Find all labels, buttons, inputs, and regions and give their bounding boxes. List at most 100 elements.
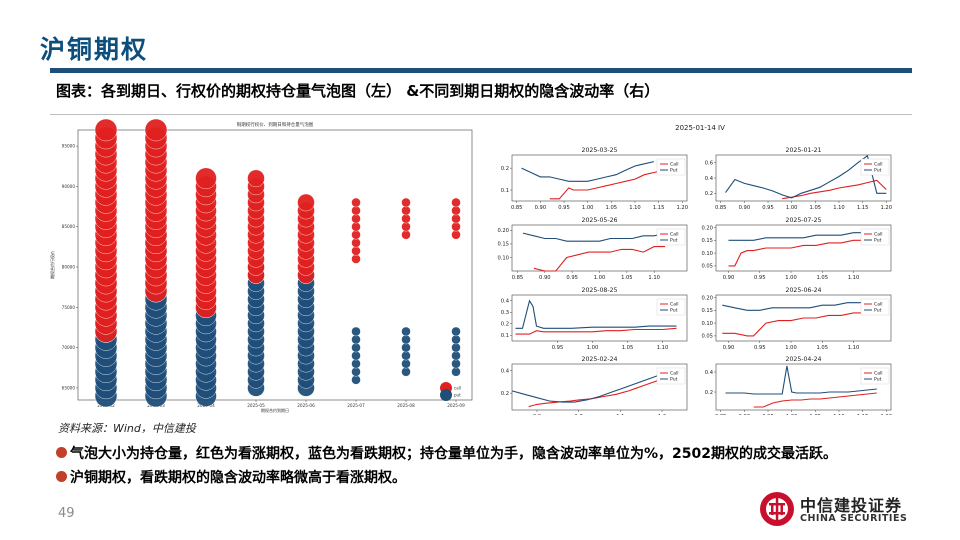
put-bubble (401, 334, 411, 345)
call-bubble (401, 213, 411, 224)
subplot-title: 2025-01-21 (786, 147, 822, 154)
legend-label: Put (874, 308, 882, 314)
put-iv-line (521, 161, 655, 182)
call-bubble (401, 230, 411, 240)
legend-box (656, 158, 686, 176)
x-tick-label: 0.95 (552, 345, 564, 351)
x-tick-label: 1.10 (848, 345, 860, 351)
y-tick-label: 90000 (62, 184, 76, 189)
subplot-title: 2025-06-24 (786, 287, 822, 294)
figure-caption: 图表：各到期日、行权价的期权持仓量气泡图（左） &不同到期日期权的隐含波动率（右… (56, 82, 660, 100)
x-tick-label: 0.95 (566, 275, 578, 281)
y-tick-label: 0.4 (501, 369, 510, 375)
x-tick-label: 0.85 (511, 205, 523, 211)
y-tick-label: 0.15 (497, 242, 509, 248)
call-iv-line (753, 392, 877, 408)
legend-box (656, 298, 686, 316)
call-iv-line (782, 179, 887, 200)
legend-label: Put (670, 308, 678, 314)
call-iv-line (722, 309, 879, 337)
x-tick-label: 0.90 (723, 275, 735, 281)
y-tick-label: 0.2 (501, 322, 509, 328)
bubble-chart-title: 铜期权行权价、到期日和持仓量气泡图 (237, 121, 314, 128)
legend-box (860, 228, 890, 246)
y-tick-label: 0.4 (705, 370, 714, 376)
call-bubble (351, 230, 361, 240)
company-logo: 中信建投证券 CHINA SECURITIES (758, 490, 918, 530)
call-bubble (297, 193, 315, 212)
x-tick-label: 2025-07 (347, 403, 365, 408)
legend-label: Call (670, 302, 679, 308)
put-bubble (351, 375, 361, 385)
subplot-title: 2025-02-24 (582, 356, 618, 363)
bubble-plot-frame (77, 129, 473, 401)
x-tick-label: 1.05 (810, 414, 822, 415)
x-tick-label: 0.95 (558, 205, 570, 211)
call-bubble (351, 254, 361, 264)
put-bubble (451, 342, 461, 353)
bubble-column-2025-08-25 (401, 197, 411, 377)
legend-label: Put (670, 168, 678, 174)
y-tick-label: 0.2 (705, 191, 713, 197)
y-tick-label: 0.1 (501, 333, 509, 339)
put-bubble (351, 367, 361, 377)
x-tick-label: 1.20 (676, 205, 688, 211)
put-bubble (401, 326, 411, 337)
bubble-y-axis-label: 期权合约行权价 (49, 251, 55, 279)
call-bubble (195, 167, 217, 190)
put-iv-line (515, 299, 677, 329)
legend-label: Put (670, 238, 678, 244)
x-tick-label: 2025-05 (247, 403, 265, 408)
x-tick-label: 0.95 (762, 205, 774, 211)
x-tick-label: 1.10 (848, 275, 860, 281)
bullet-item: 气泡大小为持仓量，红色为看涨期权，蓝色为看跌期权；持仓量单位为手，隐含波动率单位… (56, 443, 837, 463)
x-tick-label: 1.00 (786, 414, 798, 415)
implied-volatility-panel: 2025-01-14 IV 2025-03-25 0.85 0.90 0.95 1.00 1… (488, 118, 912, 420)
logo-text-cn: 中信建投证券 (800, 496, 903, 515)
iv-chart-grid: 2025-01-14 IV 2025-03-25 0.85 0.90 0.95 1.00 1… (488, 118, 912, 420)
x-tick-label: 1.2 (658, 414, 666, 415)
bubble-chart-panel: 铜期权行权价、到期日和持仓量气泡图 期权合约到期日 期权合约行权价 65000 7000… (48, 118, 480, 415)
x-tick-label: 0.95 (754, 345, 766, 351)
bubble-column-2025-02-25 (94, 118, 118, 408)
y-tick-label: 0.05 (701, 264, 713, 270)
x-tick-label: 1.15 (857, 205, 869, 211)
legend-label: Call (670, 371, 679, 377)
y-tick-label: 65000 (62, 385, 76, 390)
call-iv-line (728, 237, 879, 267)
put-bubble (351, 359, 361, 369)
legend-label: Call (874, 371, 883, 377)
y-tick-label: 0.15 (701, 308, 713, 314)
x-tick-label: 1.00 (582, 205, 594, 211)
x-tick-label: 1.15 (857, 414, 869, 415)
call-iv-line (515, 327, 677, 335)
subplot-title: 2025-05-26 (582, 217, 618, 224)
y-tick-label: 0.4 (501, 299, 510, 305)
y-tick-label: 0.20 (497, 228, 509, 234)
call-bubble (451, 222, 461, 232)
put-iv-line (722, 299, 879, 311)
x-tick-label: 0.85 (512, 275, 524, 281)
x-tick-label: 0.85 (715, 205, 727, 211)
x-tick-label: 1.05 (816, 275, 828, 281)
call-bubble (401, 197, 411, 208)
bubble-column-2025-05-26 (247, 169, 265, 397)
call-iv-line (533, 246, 666, 272)
caption-divider (50, 114, 912, 115)
x-tick-label: 1.00 (785, 275, 797, 281)
iv-subplot-2025-07-25: 2025-07-25 0.90 0.95 1.00 1.05 1.10 0.05 0.10 0.… (701, 217, 892, 281)
y-tick-label: 85000 (62, 224, 76, 229)
x-tick-label: 1.05 (621, 275, 633, 281)
x-tick-label: 2025-06 (297, 403, 315, 408)
bubble-column-2025-06-24 (297, 193, 315, 397)
bullet-item: 沪铜期权，看跌期权的隐含波动率略微高于看涨期权。 (56, 467, 406, 487)
call-bubble (351, 238, 361, 248)
subplot-title: 2025-03-25 (582, 147, 618, 154)
y-tick-label: 0.2 (501, 391, 509, 397)
bubble-x-axis-label: 期权合约到期日 (261, 407, 289, 413)
legend-put-marker (440, 389, 452, 401)
put-iv-line (728, 232, 879, 241)
x-tick-label: 1.10 (833, 205, 845, 211)
legend-put-label: put (454, 393, 461, 398)
